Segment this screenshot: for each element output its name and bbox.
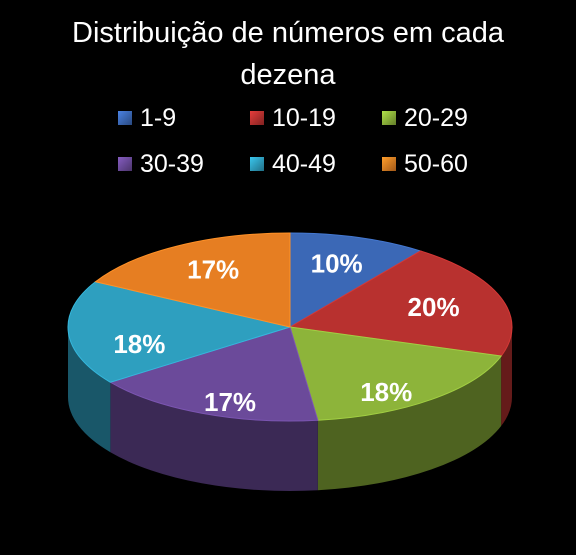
legend-label: 40-49	[272, 149, 336, 178]
legend-item-10-19: 10-19	[250, 100, 382, 136]
legend-label: 10-19	[272, 103, 336, 132]
legend-item-20-29: 20-29	[382, 100, 514, 136]
pie-slice-1-9	[289, 232, 422, 328]
chart-title-line-1: Distribuição de números em cada	[72, 17, 504, 49]
pie-slice-20-29	[289, 326, 503, 421]
pie-side-10-19	[501, 327, 512, 427]
legend-item-30-39: 30-39	[118, 146, 250, 182]
pie-label-1-9: 10%	[311, 249, 363, 279]
legend-swatch	[118, 111, 132, 125]
chart-legend: 1-9 10-19 20-29 30-39 40-49 50-60	[118, 100, 538, 182]
pie-label-30-39: 17%	[204, 387, 256, 417]
legend-swatch	[382, 111, 396, 125]
legend-item-50-60: 50-60	[382, 146, 514, 182]
chart-title-line-2: dezena	[240, 59, 336, 91]
legend-item-40-49: 40-49	[250, 146, 382, 182]
pie-label-10-19: 20%	[408, 292, 460, 322]
pie-top	[67, 232, 513, 422]
legend-item-1-9: 1-9	[118, 100, 250, 136]
legend-swatch	[382, 157, 396, 171]
pie-slice-50-60	[94, 232, 291, 328]
pie-side-40-49	[68, 327, 111, 453]
legend-swatch	[118, 157, 132, 171]
pie-slice-10-19	[288, 250, 513, 357]
pie-slice-30-39	[109, 326, 319, 422]
pie-side-20-29	[317, 356, 502, 491]
legend-label: 50-60	[404, 149, 468, 178]
chart-title: Distribuição de números em cada dezena	[0, 12, 576, 96]
legend-label: 1-9	[140, 103, 177, 132]
pie-label-20-29: 18%	[360, 377, 412, 407]
legend-label: 20-29	[404, 103, 468, 132]
legend-swatch	[250, 157, 264, 171]
legend-swatch	[250, 111, 264, 125]
pie-label-40-49: 18%	[113, 329, 165, 359]
legend-label: 30-39	[140, 149, 204, 178]
pie-side-30-39	[110, 382, 318, 492]
pie-labels: 10% 20% 18% 17% 18% 17%	[113, 249, 459, 417]
pie-slice-40-49	[67, 281, 292, 383]
pie-label-50-60: 17%	[187, 255, 239, 285]
pie-sides	[68, 327, 512, 492]
